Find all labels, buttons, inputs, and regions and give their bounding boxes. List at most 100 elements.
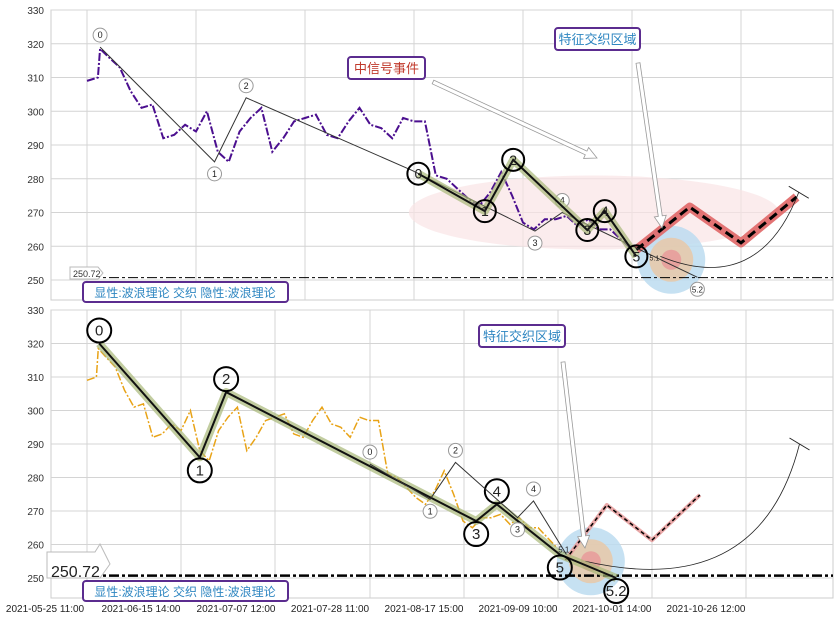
- projection-dashed: [635, 195, 798, 251]
- wave-label-circle: [472, 199, 497, 224]
- y-tick-label: 300: [27, 407, 44, 418]
- y-tick-label: 330: [27, 306, 44, 317]
- wave-line: [417, 158, 638, 257]
- x-tick-label: 2021-07-28 11:00: [291, 604, 370, 615]
- x-tick-label: 2021-05-25 11:00: [6, 604, 85, 615]
- price-tag: [69, 266, 104, 280]
- price-line: [86, 46, 633, 251]
- wave-label: 3: [532, 238, 537, 248]
- wave-label-circle: [92, 27, 108, 43]
- wave-label: 2: [244, 81, 249, 91]
- wave-label-circle: [526, 481, 541, 497]
- wave-label: 1: [428, 506, 433, 516]
- y-tick-label: 310: [27, 373, 44, 384]
- wave-label-circle: [213, 366, 240, 393]
- arc-cap: [789, 437, 810, 451]
- wave-label: 0: [98, 30, 103, 40]
- zone-circle: [661, 249, 682, 270]
- wave-label: 1: [212, 169, 217, 179]
- y-tick-label: 310: [27, 74, 44, 85]
- wave-label: 2: [509, 152, 517, 168]
- wave-label-circle: [575, 218, 600, 243]
- wave-label-circle: [86, 317, 113, 344]
- x-tick-label: 2021-08-17 15:00: [385, 604, 464, 615]
- wave-label-circle: [603, 578, 630, 604]
- wave-label: 3: [515, 525, 520, 535]
- wave-label: 1: [481, 203, 489, 219]
- arc-cap: [788, 185, 810, 199]
- annotation-box: [554, 27, 641, 51]
- annotation-label: 特征交织区域: [483, 329, 561, 344]
- wave-label-circle: [186, 457, 213, 484]
- top-panel: 250260270280290300310320330250.72012345.…: [27, 6, 834, 303]
- legend-box: [82, 580, 289, 602]
- projection-path: [563, 493, 702, 562]
- wave-label: 3: [583, 222, 591, 238]
- wave-label: 2: [222, 371, 230, 388]
- wave-label-circle: [447, 442, 463, 458]
- y-tick-label: 320: [27, 40, 44, 51]
- y-tick-label: 320: [27, 340, 44, 351]
- wave-label-circle: [362, 444, 378, 460]
- price-tag: [46, 542, 111, 579]
- wave-label-circle: [422, 503, 438, 519]
- wave-label: 1: [196, 462, 204, 479]
- y-tick-label: 290: [27, 141, 44, 152]
- legend-label: 显性:波浪理论 交织 隐性:波浪理论: [94, 584, 275, 599]
- annotation-box: [478, 324, 566, 348]
- wave-label-circle: [510, 522, 526, 538]
- y-tick-label: 260: [27, 541, 44, 552]
- y-tick-label: 330: [27, 6, 44, 17]
- wave-label-circle: [483, 478, 510, 505]
- wave-label: 4: [560, 196, 565, 206]
- wave-label: 4: [601, 203, 609, 219]
- price-tag-label: 250.72: [51, 564, 100, 581]
- annotation-arrow: [560, 361, 591, 549]
- wave-line: [369, 461, 567, 555]
- projection-arc: [585, 443, 800, 570]
- wave-label-circle: [592, 199, 617, 224]
- x-tick-label: 2021-10-26 12:00: [667, 604, 746, 615]
- y-tick-label: 250: [27, 574, 44, 585]
- x-tick-label: 2021-09-09 10:00: [479, 604, 558, 615]
- annotation-label: 中信号事件: [354, 61, 419, 76]
- x-tick-label: 2021-10-01 14:00: [573, 604, 652, 615]
- annotation-arrow: [431, 79, 598, 159]
- plot-area: [50, 9, 834, 301]
- wave-label-circle: [207, 166, 223, 182]
- wave-label: 5: [632, 248, 640, 264]
- wave-label: 5.2: [606, 583, 627, 600]
- price-tag-label: 250.72: [73, 269, 101, 279]
- wave-label: 3: [472, 526, 480, 543]
- y-tick-label: 280: [27, 474, 44, 485]
- y-tick-label: 270: [27, 209, 44, 220]
- y-tick-label: 280: [27, 175, 44, 186]
- wave-label-circle: [689, 281, 705, 297]
- wave-label: 0: [95, 323, 103, 340]
- wave-label: 5.2: [692, 285, 704, 294]
- wave-label-circle: [546, 554, 573, 581]
- wave-label-circle: [501, 147, 526, 172]
- x-tick-label: 2021-07-07 12:00: [197, 604, 276, 615]
- wave-label-circle: [624, 244, 649, 269]
- wave-line: [99, 46, 698, 278]
- wave-label-circle: [527, 235, 543, 251]
- wave-label-circle: [238, 78, 254, 94]
- y-tick-label: 290: [27, 440, 44, 451]
- price-line: [86, 346, 558, 549]
- y-tick-label: 250: [27, 276, 44, 287]
- annotation-label: 特征交织区域: [558, 32, 636, 47]
- projection-arc: [660, 192, 800, 268]
- plot-area: [50, 309, 834, 599]
- y-tick-label: 300: [27, 107, 44, 118]
- wave-label: 2: [453, 445, 458, 455]
- wave-label-circle: [406, 161, 431, 186]
- y-tick-label: 270: [27, 507, 44, 518]
- y-tick-label: 260: [27, 242, 44, 253]
- legend-box: [82, 281, 289, 303]
- annotation-box: [347, 56, 426, 80]
- legend-label: 显性:波浪理论 交织 隐性:波浪理论: [94, 285, 275, 300]
- wave-label: 4: [493, 483, 501, 500]
